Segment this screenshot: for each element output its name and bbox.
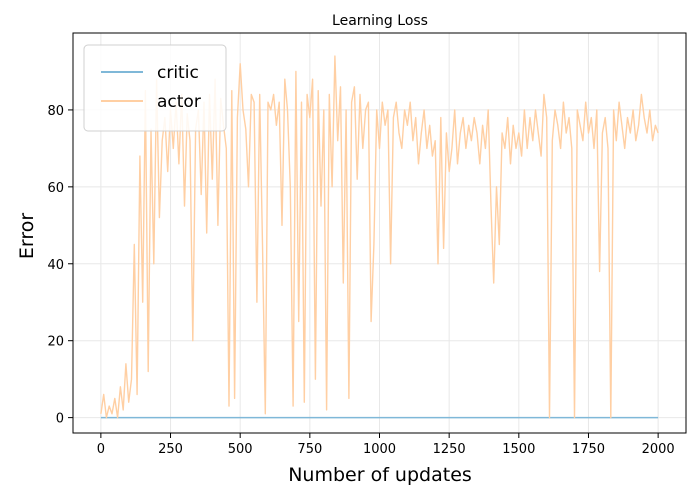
legend: critic actor — [83, 44, 227, 132]
grid — [73, 33, 686, 433]
y-tick-label-1: 20 — [47, 335, 64, 350]
y-tick-label-4: 80 — [47, 104, 64, 119]
x-tick-label-1: 250 — [158, 442, 183, 457]
legend-label-actor: actor — [157, 92, 201, 112]
x-tick-label-0: 0 — [97, 442, 105, 457]
legend-box — [83, 44, 227, 132]
y-tick-label-0: 0 — [56, 412, 64, 427]
y-axis-title: Error — [16, 213, 38, 260]
series-line-actor — [100, 55, 659, 419]
x-tick-label-8: 2000 — [642, 442, 675, 457]
axis-ticks: 0 250 500 750 1000 1250 1500 1750 2000 0 20 40 60 80 — [47, 104, 674, 457]
x-tick-label-6: 1500 — [502, 442, 535, 457]
series-layer — [100, 55, 659, 419]
x-tick-label-7: 1750 — [572, 442, 605, 457]
x-tick-label-4: 1000 — [363, 442, 396, 457]
x-axis-title: Number of updates — [288, 464, 472, 486]
x-tick-label-2: 500 — [228, 442, 253, 457]
y-tick-label-3: 60 — [47, 181, 64, 196]
legend-label-critic: critic — [157, 63, 199, 83]
y-tick-label-2: 40 — [47, 258, 64, 273]
chart-title: Learning Loss — [332, 13, 428, 29]
x-tick-label-3: 750 — [297, 442, 322, 457]
x-tick-label-5: 1250 — [433, 442, 466, 457]
